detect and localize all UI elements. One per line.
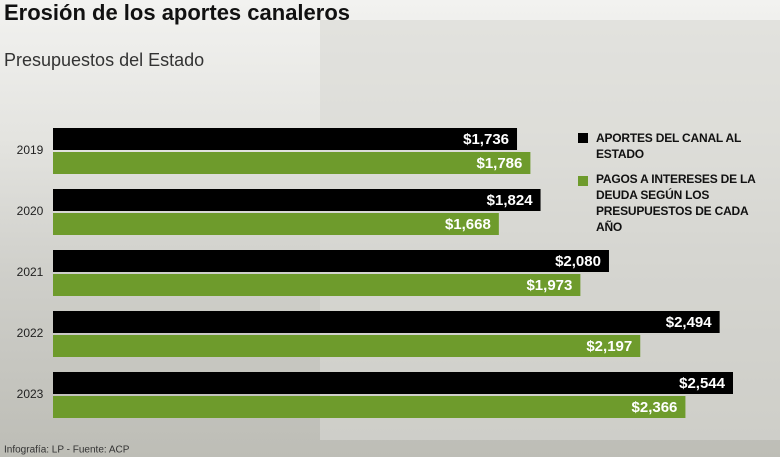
- legend-swatch: [578, 176, 588, 186]
- value-label: $1,824: [487, 192, 534, 209]
- value-label: $1,668: [445, 216, 491, 233]
- bar: [53, 274, 581, 296]
- y-tick-label: 2021: [17, 265, 44, 279]
- value-label: $2,197: [586, 338, 632, 355]
- bar: [53, 189, 541, 211]
- bar: [53, 250, 609, 272]
- legend-label: APORTES DEL CANAL AL ESTADO: [596, 131, 741, 161]
- legend-label: PAGOS A INTERESES DE LA DEUDA SEGÚN LOS …: [596, 172, 756, 234]
- chart-subtitle: Presupuestos del Estado: [4, 50, 204, 70]
- bar: [53, 128, 518, 150]
- legend-swatch: [578, 133, 588, 143]
- y-tick-label: 2020: [17, 204, 44, 218]
- value-label: $1,973: [526, 277, 572, 294]
- source: Infografía: LP - Fuente: ACP: [4, 445, 130, 456]
- chart-title: Erosión de los aportes canaleros: [4, 0, 350, 25]
- bar: [53, 335, 641, 357]
- bar: [53, 396, 686, 418]
- bar: [53, 213, 499, 235]
- value-label: $2,366: [632, 399, 678, 416]
- y-tick-label: 2023: [17, 387, 44, 401]
- bar: [53, 311, 720, 333]
- value-label: $1,786: [476, 155, 522, 172]
- y-tick-label: 2022: [17, 326, 44, 340]
- value-label: $2,080: [555, 253, 601, 270]
- bar: [53, 372, 733, 394]
- bar: [53, 152, 531, 174]
- value-label: $2,494: [666, 314, 713, 331]
- value-label: $1,736: [463, 131, 509, 148]
- legend-item: PAGOS A INTERESES DE LA DEUDA SEGÚN LOS …: [578, 171, 776, 235]
- y-tick-label: 2019: [17, 143, 44, 157]
- legend-item: APORTES DEL CANAL AL ESTADO: [578, 130, 776, 162]
- value-label: $2,544: [679, 375, 726, 392]
